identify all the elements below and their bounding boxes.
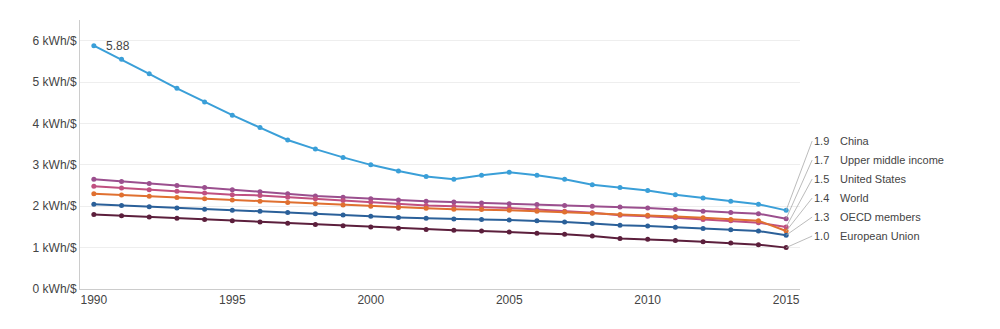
svg-text:1 kWh/$: 1 kWh/$ — [33, 241, 77, 255]
svg-text:2000: 2000 — [357, 293, 384, 307]
svg-text:5 kWh/$: 5 kWh/$ — [33, 75, 77, 89]
svg-text:1.7: 1.7 — [814, 154, 829, 166]
svg-text:2015: 2015 — [773, 293, 800, 307]
svg-text:United States: United States — [840, 173, 907, 185]
svg-text:2005: 2005 — [496, 293, 523, 307]
svg-text:1.4: 1.4 — [814, 192, 829, 204]
svg-text:China: China — [840, 135, 870, 147]
svg-text:Upper middle income: Upper middle income — [840, 154, 944, 166]
svg-text:2 kWh/$: 2 kWh/$ — [33, 199, 77, 213]
svg-text:1990: 1990 — [80, 293, 107, 307]
svg-text:6 kWh/$: 6 kWh/$ — [33, 34, 77, 48]
svg-text:OECD members: OECD members — [840, 211, 921, 223]
svg-text:European Union: European Union — [840, 230, 920, 242]
svg-text:1.0: 1.0 — [814, 230, 829, 242]
svg-text:0 kWh/$: 0 kWh/$ — [33, 282, 77, 296]
svg-text:3 kWh/$: 3 kWh/$ — [33, 158, 77, 172]
svg-text:1.5: 1.5 — [814, 173, 829, 185]
svg-text:4 kWh/$: 4 kWh/$ — [33, 117, 77, 131]
svg-text:5.88: 5.88 — [106, 39, 130, 53]
svg-text:2010: 2010 — [634, 293, 661, 307]
svg-text:1.3: 1.3 — [814, 211, 829, 223]
svg-text:1995: 1995 — [219, 293, 246, 307]
svg-text:World: World — [840, 192, 869, 204]
svg-text:1.9: 1.9 — [814, 135, 829, 147]
